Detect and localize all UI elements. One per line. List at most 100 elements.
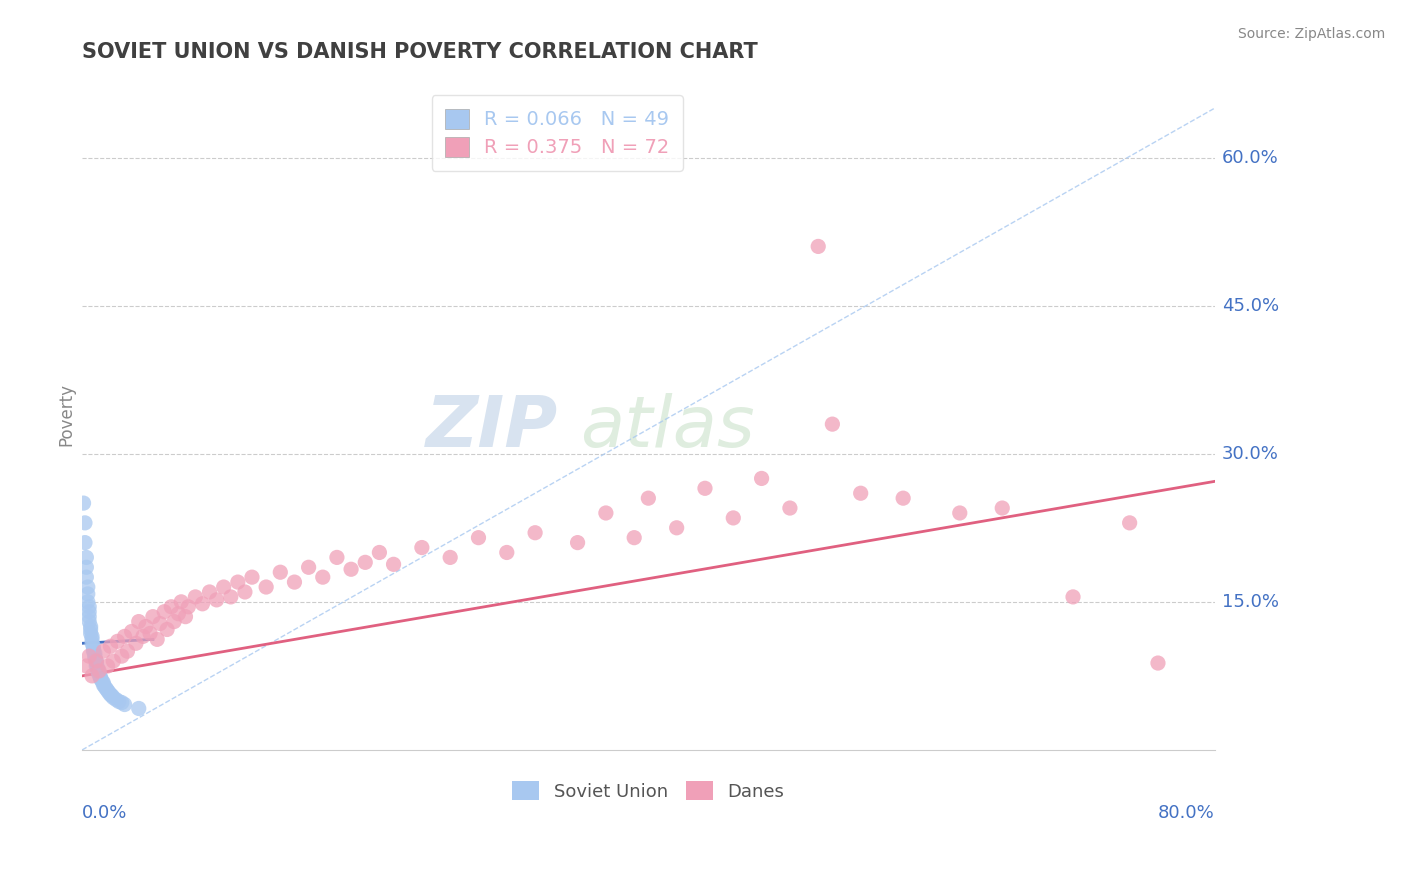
Point: [76, 587, 98, 601]
Point: [891, 491, 914, 505]
Point: [79, 626, 101, 640]
Point: [807, 239, 830, 253]
Point: [198, 585, 221, 599]
Point: [107, 634, 129, 648]
Point: [191, 597, 214, 611]
Point: [326, 550, 349, 565]
Point: [121, 624, 143, 639]
Text: 60.0%: 60.0%: [1222, 149, 1278, 167]
Point: [75, 550, 97, 565]
Point: [89, 670, 111, 684]
Point: [84, 656, 107, 670]
Point: [779, 501, 801, 516]
Point: [75, 659, 97, 673]
Point: [86, 661, 108, 675]
Point: [297, 560, 319, 574]
Point: [117, 644, 139, 658]
Point: [84, 654, 107, 668]
Point: [354, 555, 377, 569]
Point: [83, 651, 105, 665]
Point: [665, 521, 688, 535]
Point: [467, 531, 489, 545]
Point: [77, 599, 100, 614]
Point: [111, 696, 134, 710]
Point: [170, 595, 193, 609]
Point: [80, 632, 103, 647]
Point: [72, 496, 94, 510]
Point: [439, 550, 461, 565]
Point: [751, 471, 773, 485]
Point: [98, 686, 121, 700]
Point: [167, 607, 190, 621]
Point: [156, 623, 179, 637]
Point: [108, 694, 131, 708]
Point: [80, 629, 103, 643]
Point: [114, 629, 136, 643]
Point: [254, 580, 277, 594]
Point: [84, 654, 107, 668]
Text: Source: ZipAtlas.com: Source: ZipAtlas.com: [1237, 27, 1385, 41]
Point: [93, 644, 115, 658]
Point: [83, 646, 105, 660]
Point: [233, 585, 256, 599]
Point: [723, 511, 745, 525]
Point: [1062, 590, 1084, 604]
Point: [76, 580, 98, 594]
Point: [87, 668, 110, 682]
Text: 45.0%: 45.0%: [1222, 297, 1279, 315]
Point: [91, 673, 114, 688]
Point: [83, 649, 105, 664]
Point: [84, 659, 107, 673]
Point: [76, 595, 98, 609]
Point: [205, 592, 228, 607]
Point: [128, 701, 150, 715]
Point: [96, 681, 118, 696]
Point: [101, 689, 124, 703]
Point: [75, 570, 97, 584]
Point: [240, 570, 263, 584]
Point: [135, 619, 157, 633]
Point: [80, 669, 103, 683]
Point: [114, 698, 136, 712]
Text: 0.0%: 0.0%: [82, 805, 128, 822]
Text: SOVIET UNION VS DANISH POVERTY CORRELATION CHART: SOVIET UNION VS DANISH POVERTY CORRELATI…: [82, 42, 758, 62]
Point: [73, 535, 96, 549]
Point: [226, 575, 249, 590]
Point: [87, 665, 110, 680]
Point: [623, 531, 645, 545]
Point: [382, 558, 405, 572]
Point: [949, 506, 972, 520]
Point: [103, 690, 125, 705]
Point: [146, 632, 169, 647]
Legend: Soviet Union, Danes: Soviet Union, Danes: [505, 774, 792, 808]
Point: [89, 672, 111, 686]
Point: [184, 590, 207, 604]
Point: [524, 525, 547, 540]
Point: [139, 626, 162, 640]
Text: 30.0%: 30.0%: [1222, 445, 1278, 463]
Point: [100, 640, 122, 654]
Point: [82, 640, 104, 654]
Point: [149, 616, 172, 631]
Point: [495, 545, 517, 559]
Point: [82, 642, 104, 657]
Point: [82, 644, 104, 658]
Point: [160, 599, 183, 614]
Point: [97, 683, 120, 698]
Point: [142, 609, 165, 624]
Point: [1147, 656, 1170, 670]
Point: [128, 615, 150, 629]
Point: [821, 417, 844, 431]
Point: [73, 516, 96, 530]
Point: [105, 692, 128, 706]
Point: [100, 688, 122, 702]
Point: [111, 649, 134, 664]
Point: [80, 636, 103, 650]
Text: 15.0%: 15.0%: [1222, 593, 1278, 611]
Y-axis label: Poverty: Poverty: [58, 383, 75, 446]
Point: [125, 636, 148, 650]
Point: [219, 590, 242, 604]
Point: [991, 501, 1014, 516]
Point: [77, 615, 100, 629]
Point: [849, 486, 872, 500]
